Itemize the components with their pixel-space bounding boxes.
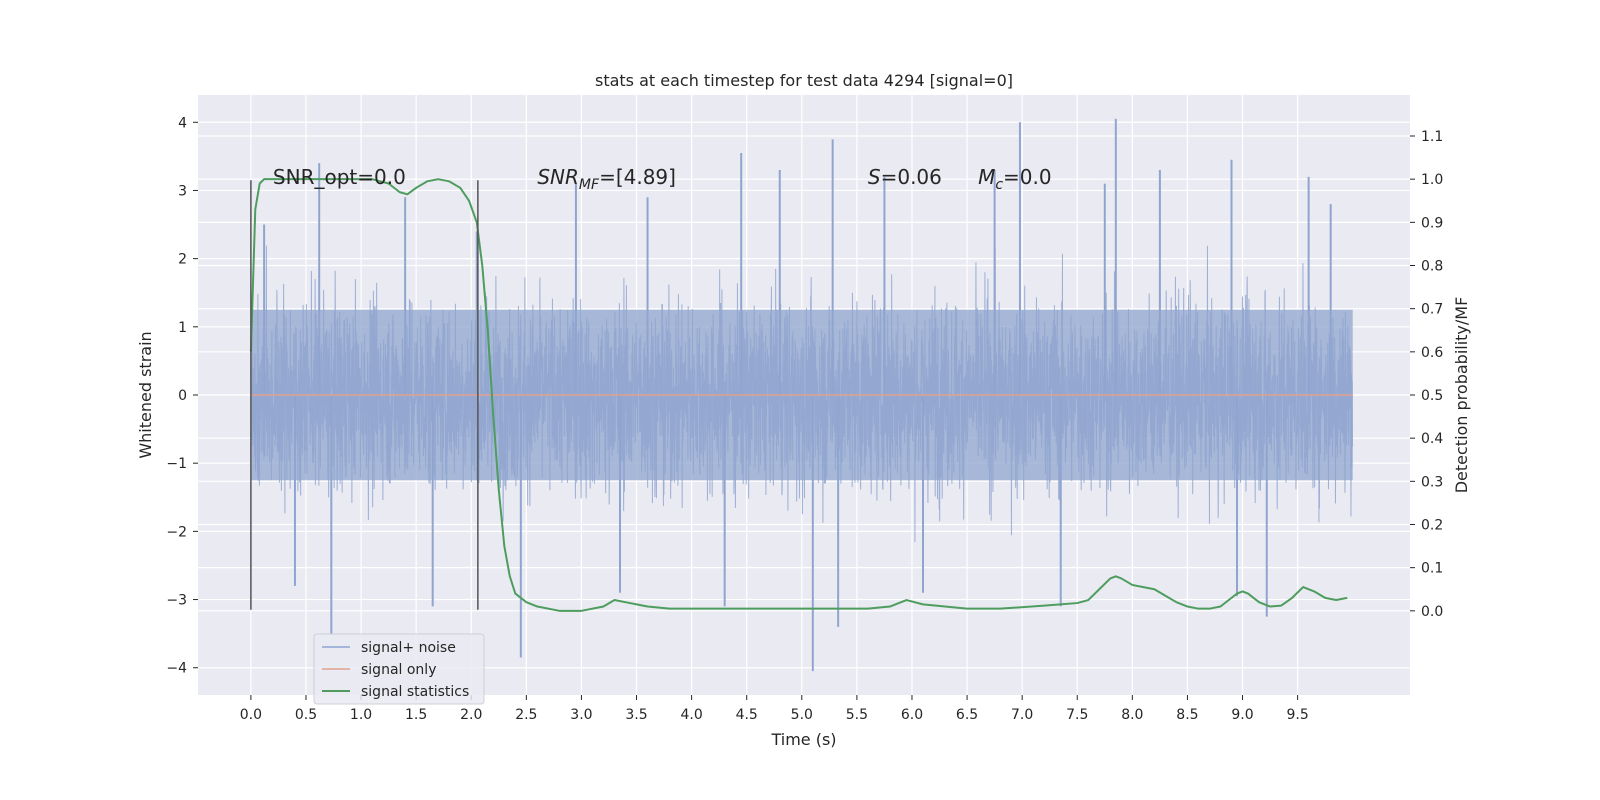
x-tick-label: 5.5: [846, 707, 868, 723]
legend-entry: signal+ noise: [361, 640, 456, 656]
annotation: S=0.06: [868, 165, 942, 189]
x-tick-label: 4.5: [736, 707, 758, 723]
y-tick-label: 4: [178, 115, 187, 131]
y2-tick-label: 0.1: [1421, 561, 1443, 577]
y2-tick-label: 0.8: [1421, 259, 1443, 275]
legend-box: [313, 633, 485, 705]
x-tick-label: 0.0: [240, 707, 262, 723]
legend-entry: signal statistics: [361, 684, 469, 700]
series-line-signal-statistics: [249, 178, 1348, 612]
vertical-markers: [250, 180, 479, 610]
x-tick-label: 6.5: [956, 707, 978, 723]
x-tick-label: 7.5: [1066, 707, 1088, 723]
y2-tick-label: 1.1: [1421, 129, 1443, 145]
ticks: 0.0 0.5 1.0 1.5 2.0 2.5 3.0 3.5 4.0 4.5 5.0 5.5 6.0 6…: [166, 115, 1443, 723]
x-tick-label: 3.5: [625, 707, 647, 723]
annotation: SNRMF=[4.89]: [537, 165, 676, 193]
y2-tick-label: 0.0: [1421, 604, 1443, 620]
y2-axis-label: Detection probability/MF: [1452, 297, 1471, 494]
x-tick-label: 9.0: [1231, 707, 1253, 723]
y2-tick-label: 0.5: [1421, 388, 1443, 404]
y-tick-label: −1: [166, 456, 187, 472]
noise-trace: [250, 245, 1354, 542]
y-axis-label: Whitened strain: [136, 331, 155, 458]
y-tick-label: −4: [166, 661, 187, 677]
x-tick-label: 1.0: [350, 707, 372, 723]
x-tick-label: 1.5: [405, 707, 427, 723]
y-tick-label: 3: [178, 183, 187, 199]
y2-tick-label: 1.0: [1421, 172, 1443, 188]
x-tick-label: 8.0: [1121, 707, 1143, 723]
x-tick-label: 7.0: [1011, 707, 1033, 723]
x-tick-label: 4.0: [680, 707, 702, 723]
x-tick-label: 0.5: [295, 707, 317, 723]
legend-entry: signal only: [361, 662, 436, 678]
x-tick-label: 9.5: [1286, 707, 1308, 723]
annotation: Mc=0.0: [978, 165, 1052, 193]
x-tick-label: 2.0: [460, 707, 482, 723]
y2-tick-label: 0.4: [1421, 431, 1443, 447]
annotations: SNR_opt=0.0 SNRMF=[4.89] S=0.06 Mc=0.0: [273, 165, 1052, 193]
y2-tick-label: 0.9: [1421, 215, 1443, 231]
y-tick-label: 1: [178, 320, 187, 336]
x-tick-label: 2.5: [515, 707, 537, 723]
y-tick-label: −3: [166, 593, 187, 609]
y2-tick-label: 0.7: [1421, 302, 1443, 318]
series-lines: [249, 178, 1353, 612]
x-tick-label: 5.0: [791, 707, 813, 723]
y2-tick-label: 0.3: [1421, 474, 1443, 490]
x-tick-label: 3.0: [570, 707, 592, 723]
y-tick-label: 0: [178, 388, 187, 404]
x-tick-label: 6.0: [901, 707, 923, 723]
legend: signal+ noise signal only signal statistic…: [313, 633, 485, 705]
y2-tick-label: 0.6: [1421, 345, 1443, 361]
y-tick-label: −2: [166, 524, 187, 540]
y-tick-label: 2: [178, 252, 187, 268]
annotation: SNR_opt=0.0: [273, 165, 406, 189]
y2-tick-label: 0.2: [1421, 517, 1443, 533]
x-tick-label: 8.5: [1176, 707, 1198, 723]
chart-title: stats at each timestep for test data 429…: [595, 71, 1013, 90]
x-axis-label: Time (s): [770, 730, 836, 749]
